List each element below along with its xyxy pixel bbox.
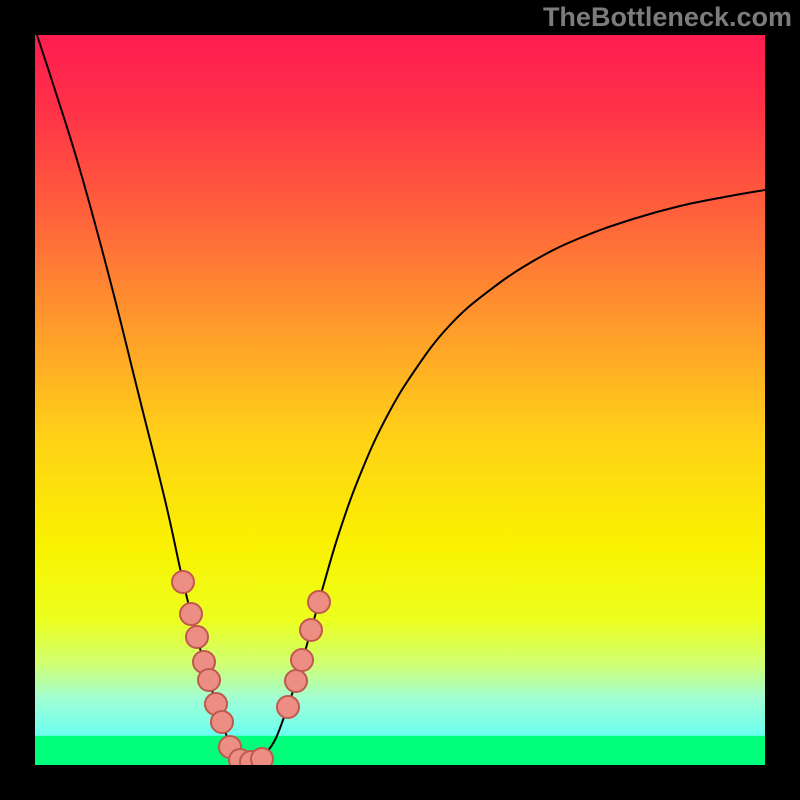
right-marker [277, 696, 299, 718]
watermark-label: TheBottleneck.com [543, 2, 792, 33]
bottom-marker [251, 748, 273, 770]
right-marker [291, 649, 313, 671]
left-marker [180, 603, 202, 625]
left-marker [211, 711, 233, 733]
left-marker [198, 669, 220, 691]
right-marker [285, 670, 307, 692]
bottleneck-chart [0, 0, 800, 800]
right-marker [308, 591, 330, 613]
gradient-background [35, 35, 765, 765]
right-marker [300, 619, 322, 641]
left-marker [172, 571, 194, 593]
green-baseline-band [35, 736, 765, 765]
left-marker [186, 626, 208, 648]
